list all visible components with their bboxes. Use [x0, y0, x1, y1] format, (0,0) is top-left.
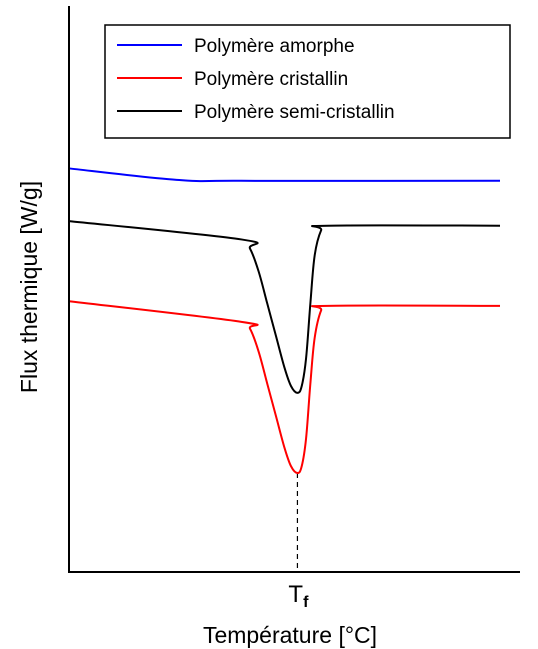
legend-label-3: Polymère semi-cristallin	[194, 102, 395, 123]
series-line-3	[68, 220, 501, 394]
legend-label-1: Polymère amorphe	[194, 36, 355, 57]
y-axis-title: Flux thermique [W/g]	[16, 181, 42, 393]
x-axis-title: Température [°C]	[203, 622, 377, 648]
x-ticks: Tf	[288, 581, 309, 611]
legend-label-2: Polymère cristallin	[194, 69, 348, 90]
legend-box	[104, 24, 511, 139]
legend: Polymère amorphe Polymère cristallin Polym…	[104, 24, 511, 139]
series-line-2	[68, 300, 501, 475]
x-tick-label: Tf	[288, 581, 309, 611]
plot-area	[68, 167, 501, 572]
series-line-1	[68, 167, 501, 183]
